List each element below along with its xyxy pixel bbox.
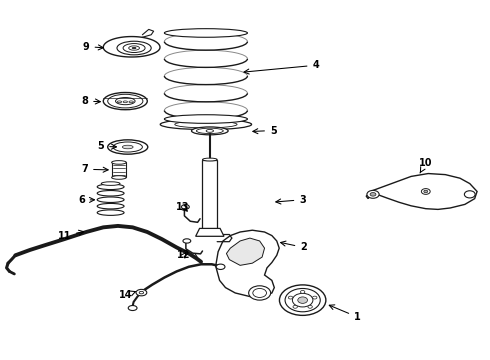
Ellipse shape bbox=[97, 210, 124, 215]
Ellipse shape bbox=[216, 264, 225, 270]
Ellipse shape bbox=[129, 46, 140, 50]
Polygon shape bbox=[196, 228, 224, 236]
Text: 1: 1 bbox=[329, 305, 361, 322]
Ellipse shape bbox=[313, 296, 317, 299]
Ellipse shape bbox=[175, 121, 237, 128]
Ellipse shape bbox=[97, 190, 124, 196]
Text: 9: 9 bbox=[83, 42, 103, 51]
Text: 2: 2 bbox=[281, 241, 307, 252]
Polygon shape bbox=[112, 162, 126, 177]
Ellipse shape bbox=[108, 140, 148, 154]
Ellipse shape bbox=[183, 239, 191, 243]
Text: 6: 6 bbox=[78, 195, 95, 205]
Ellipse shape bbox=[279, 285, 326, 315]
Text: 7: 7 bbox=[81, 164, 108, 174]
Text: 5: 5 bbox=[98, 141, 117, 151]
Text: 11: 11 bbox=[57, 230, 84, 240]
Ellipse shape bbox=[465, 191, 475, 198]
Ellipse shape bbox=[112, 161, 126, 164]
Ellipse shape bbox=[253, 288, 267, 297]
Ellipse shape bbox=[160, 119, 251, 130]
Ellipse shape bbox=[202, 158, 217, 161]
Text: 3: 3 bbox=[276, 195, 306, 205]
Ellipse shape bbox=[136, 289, 147, 296]
Ellipse shape bbox=[108, 94, 143, 108]
Ellipse shape bbox=[421, 189, 430, 194]
Text: 13: 13 bbox=[176, 202, 189, 212]
Ellipse shape bbox=[139, 291, 144, 294]
Ellipse shape bbox=[293, 293, 313, 307]
Ellipse shape bbox=[97, 203, 124, 209]
Ellipse shape bbox=[206, 130, 214, 132]
Ellipse shape bbox=[181, 204, 189, 209]
Ellipse shape bbox=[300, 291, 305, 293]
Ellipse shape bbox=[164, 115, 247, 123]
Ellipse shape bbox=[293, 305, 297, 308]
Ellipse shape bbox=[112, 176, 126, 179]
Polygon shape bbox=[202, 159, 217, 234]
Ellipse shape bbox=[101, 182, 120, 185]
Polygon shape bbox=[366, 174, 477, 210]
Ellipse shape bbox=[285, 288, 320, 312]
Polygon shape bbox=[226, 238, 265, 265]
Ellipse shape bbox=[132, 47, 136, 49]
Text: 14: 14 bbox=[119, 291, 136, 301]
Ellipse shape bbox=[370, 193, 376, 196]
Ellipse shape bbox=[192, 127, 228, 135]
Ellipse shape bbox=[367, 190, 379, 198]
Text: 8: 8 bbox=[81, 96, 100, 106]
Ellipse shape bbox=[164, 29, 247, 37]
Ellipse shape bbox=[298, 297, 308, 303]
Ellipse shape bbox=[308, 305, 312, 308]
Text: 4: 4 bbox=[244, 60, 319, 74]
Ellipse shape bbox=[122, 145, 133, 149]
Ellipse shape bbox=[117, 41, 151, 55]
Ellipse shape bbox=[103, 93, 147, 110]
Ellipse shape bbox=[424, 190, 428, 193]
Polygon shape bbox=[216, 230, 279, 297]
Ellipse shape bbox=[289, 296, 293, 299]
Text: 5: 5 bbox=[253, 126, 277, 135]
Ellipse shape bbox=[123, 44, 145, 53]
Ellipse shape bbox=[128, 306, 137, 311]
Text: 12: 12 bbox=[177, 250, 191, 260]
Ellipse shape bbox=[248, 286, 270, 300]
Ellipse shape bbox=[123, 101, 127, 103]
Ellipse shape bbox=[97, 184, 124, 190]
Ellipse shape bbox=[117, 101, 122, 103]
Text: 10: 10 bbox=[419, 158, 433, 173]
Ellipse shape bbox=[116, 98, 135, 105]
Polygon shape bbox=[103, 37, 160, 57]
Ellipse shape bbox=[129, 101, 133, 103]
Ellipse shape bbox=[202, 232, 217, 235]
Ellipse shape bbox=[97, 197, 124, 202]
Ellipse shape bbox=[113, 142, 143, 152]
Ellipse shape bbox=[196, 128, 223, 134]
